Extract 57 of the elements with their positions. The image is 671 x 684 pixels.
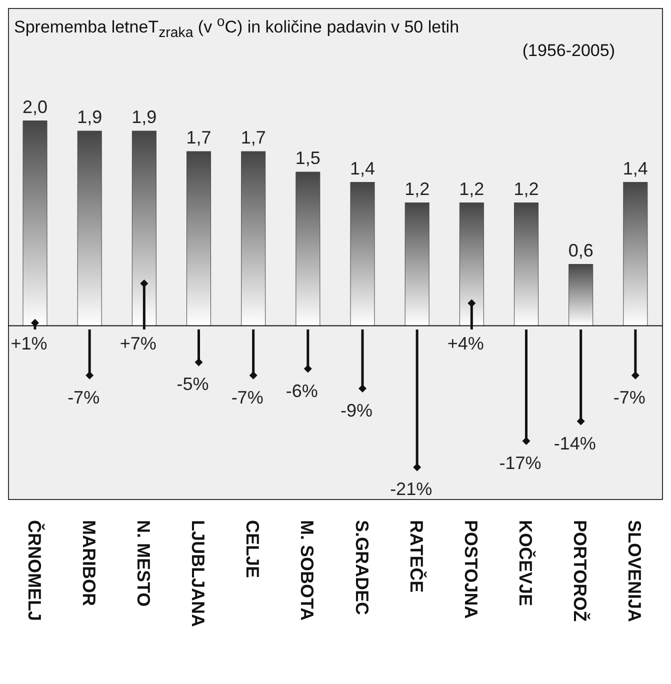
x-tick-label: PORTOROŽ [570,520,592,622]
data-label: -5% [176,374,209,394]
data-label: -9% [340,400,373,420]
x-tick-label: CELJE [242,520,263,578]
data-label: 1,9 [132,107,157,127]
data-label: 1,2 [404,178,430,199]
point [304,364,312,373]
x-tick-label: S.GRADEC [352,520,372,616]
data-label: -14% [554,433,596,454]
x-tick-label: RATEČE [406,520,428,593]
data-label: 1,7 [186,128,212,148]
point [413,463,422,472]
bar [514,202,538,326]
x-tick-label: MARIBOR [78,520,99,606]
data-label: 1,7 [240,128,266,148]
bar [296,172,320,326]
data-label: 2,0 [22,96,48,117]
x-tick-label: LJUBLJANA [188,520,208,628]
data-label: 1,2 [459,178,484,199]
data-label: -21% [390,479,432,500]
data-label: 1,5 [295,148,320,168]
x-tick-label: ČRNOMELJ [24,520,46,622]
data-label: -7% [613,387,646,408]
x-tick-label: SLOVENIJA [624,520,645,622]
data-label: +7% [120,333,156,354]
data-label: -6% [286,380,318,401]
data-label: -17% [499,452,542,473]
bar [459,202,484,326]
point [86,371,94,380]
data-label: +4% [447,333,484,354]
data-label: -7% [231,387,264,408]
point [631,371,640,380]
data-label: 1,9 [77,107,102,127]
data-label: +1% [10,333,48,354]
bar [132,130,156,326]
point [576,417,585,426]
bar [186,151,211,326]
data-label: 1,2 [514,178,539,199]
bar [350,182,375,326]
x-tick-label: M. SOBOTA [297,520,318,621]
data-label: 1,4 [622,158,648,178]
text: (1956-2005) [521,41,615,62]
text: Sprememba letneT$_{zraka}$ (v $^{o}$C) in količine padavin v 50 letih [14,14,460,42]
bar [623,182,648,326]
data-label: 1,4 [350,158,376,178]
data-label: -7% [68,387,100,408]
data-label: 0,6 [568,240,594,260]
bar [404,202,430,326]
bar [22,120,48,326]
bar [77,130,102,326]
bar [241,151,266,326]
x-tick-label: KOČEVJE [516,520,537,606]
point [468,299,476,308]
x-tick-label: N. MESTO [133,520,154,607]
x-tick-label: POSTOJNA [460,520,481,619]
bar [568,264,594,326]
point [249,371,258,380]
